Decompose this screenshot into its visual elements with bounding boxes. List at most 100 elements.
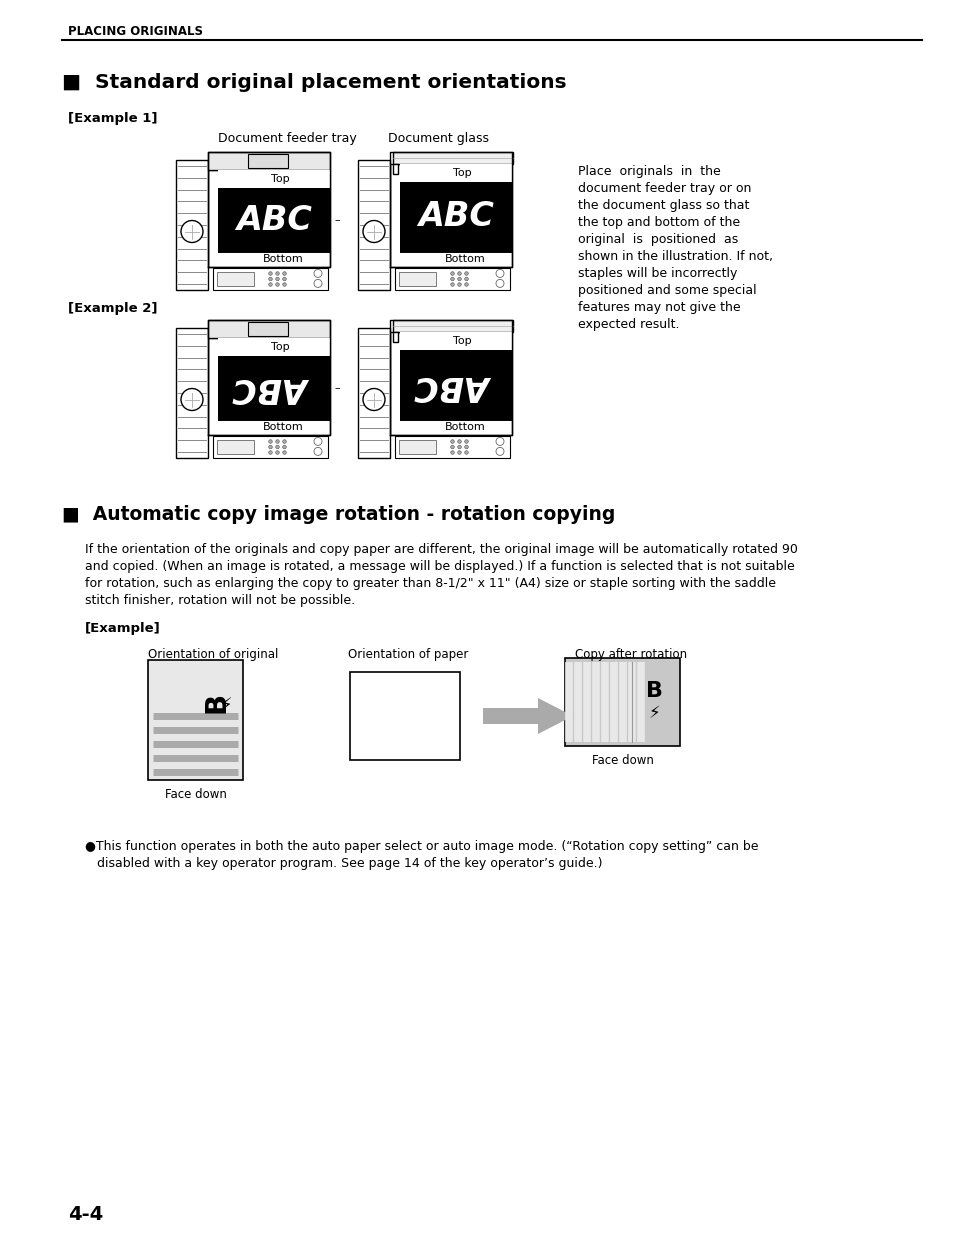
Circle shape: [269, 445, 272, 448]
Circle shape: [363, 221, 385, 242]
Text: Bottom: Bottom: [444, 422, 485, 432]
Text: document feeder tray or on: document feeder tray or on: [578, 182, 751, 195]
Bar: [399, 182, 512, 252]
Bar: [393, 320, 513, 332]
Circle shape: [457, 445, 461, 448]
Text: ABC: ABC: [417, 368, 494, 401]
Circle shape: [282, 451, 286, 454]
Bar: [200, 666, 236, 726]
Bar: [357, 161, 390, 290]
Text: ⚡: ⚡: [648, 704, 659, 721]
Text: Face down: Face down: [591, 755, 653, 767]
Text: Top: Top: [271, 342, 290, 352]
Bar: [208, 338, 330, 435]
Circle shape: [314, 269, 322, 278]
Text: Top: Top: [453, 336, 471, 346]
Text: the top and bottom of the: the top and bottom of the: [578, 216, 740, 228]
Circle shape: [282, 272, 286, 275]
Text: ⚡: ⚡: [219, 697, 232, 715]
Text: –: –: [334, 215, 339, 225]
Circle shape: [314, 279, 322, 288]
Text: Top: Top: [271, 174, 290, 184]
Circle shape: [181, 221, 203, 242]
Text: Document glass: Document glass: [388, 132, 489, 144]
Circle shape: [275, 277, 279, 280]
Circle shape: [282, 283, 286, 287]
Bar: [390, 332, 512, 435]
Circle shape: [457, 440, 461, 443]
Circle shape: [275, 451, 279, 454]
Bar: [216, 273, 253, 285]
Text: disabled with a key operator program. See page 14 of the key operator’s guide.): disabled with a key operator program. Se…: [85, 857, 602, 869]
Bar: [399, 164, 512, 182]
Bar: [248, 322, 288, 336]
Circle shape: [450, 451, 454, 454]
Bar: [393, 164, 397, 174]
Text: ●This function operates in both the auto paper select or auto image mode. (“Rota: ●This function operates in both the auto…: [85, 840, 758, 853]
Circle shape: [464, 440, 468, 443]
Text: Place  originals  in  the: Place originals in the: [578, 165, 720, 178]
Circle shape: [275, 445, 279, 448]
Circle shape: [269, 283, 272, 287]
Circle shape: [457, 283, 461, 287]
Bar: [218, 188, 330, 252]
Circle shape: [181, 389, 203, 410]
Circle shape: [363, 389, 385, 410]
Text: and copied. (When an image is rotated, a message will be displayed.) If a functi: and copied. (When an image is rotated, a…: [85, 559, 794, 573]
Circle shape: [464, 445, 468, 448]
Bar: [208, 320, 330, 338]
Text: positioned and some special: positioned and some special: [578, 284, 756, 296]
Bar: [218, 356, 330, 420]
Text: Bottom: Bottom: [263, 254, 303, 264]
Circle shape: [496, 269, 503, 278]
Circle shape: [450, 277, 454, 280]
Text: original  is  positioned  as: original is positioned as: [578, 233, 738, 246]
Bar: [399, 332, 512, 350]
Circle shape: [282, 445, 286, 448]
Circle shape: [275, 283, 279, 287]
Bar: [218, 170, 330, 188]
Bar: [248, 154, 288, 168]
Bar: [175, 161, 208, 290]
Circle shape: [269, 451, 272, 454]
Bar: [482, 708, 537, 724]
Text: staples will be incorrectly: staples will be incorrectly: [578, 267, 737, 280]
Text: Document feeder tray: Document feeder tray: [218, 132, 356, 144]
Bar: [218, 338, 330, 356]
Text: B: B: [645, 682, 662, 701]
Text: Orientation of paper: Orientation of paper: [348, 648, 468, 661]
Text: Top: Top: [453, 168, 471, 178]
Circle shape: [275, 440, 279, 443]
Text: Orientation of original: Orientation of original: [148, 648, 278, 661]
Circle shape: [464, 272, 468, 275]
Circle shape: [464, 451, 468, 454]
Text: Bottom: Bottom: [444, 254, 485, 264]
Bar: [564, 658, 679, 746]
Bar: [393, 152, 513, 164]
Text: [Example 1]: [Example 1]: [68, 112, 157, 125]
Bar: [399, 350, 512, 420]
Text: B: B: [202, 692, 231, 713]
Bar: [216, 441, 253, 453]
Text: ■  Automatic copy image rotation - rotation copying: ■ Automatic copy image rotation - rotati…: [62, 505, 615, 524]
Circle shape: [457, 277, 461, 280]
Bar: [393, 332, 397, 342]
Circle shape: [496, 279, 503, 288]
Text: ABC: ABC: [235, 204, 312, 236]
Bar: [350, 672, 459, 760]
Text: If the orientation of the originals and copy paper are different, the original i: If the orientation of the originals and …: [85, 543, 797, 556]
Circle shape: [275, 272, 279, 275]
Circle shape: [450, 272, 454, 275]
Text: ABC: ABC: [235, 372, 312, 405]
Text: Copy after rotation: Copy after rotation: [575, 648, 686, 661]
Bar: [148, 659, 243, 781]
Circle shape: [457, 451, 461, 454]
Text: –: –: [334, 383, 339, 393]
Circle shape: [314, 447, 322, 456]
Text: PLACING ORIGINALS: PLACING ORIGINALS: [68, 25, 203, 38]
Circle shape: [282, 440, 286, 443]
Circle shape: [457, 272, 461, 275]
Text: the document glass so that: the document glass so that: [578, 199, 749, 212]
Text: expected result.: expected result.: [578, 317, 679, 331]
Bar: [208, 152, 330, 170]
